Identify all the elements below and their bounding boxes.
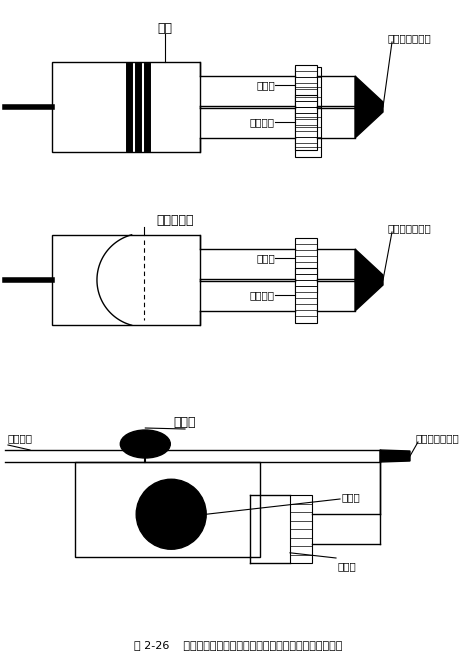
Text: 呼气口: 呼气口 [256,253,275,263]
Text: 呼气口: 呼气口 [338,561,357,571]
Text: 扬声器隔膜: 扬声器隔膜 [156,213,194,227]
Bar [75,462,260,557]
Text: 发动机: 发动机 [174,416,196,428]
Text: 图 2-26    高频震动器的三种方式：活塞泵、扬声器隔膜和旋转球: 图 2-26 高频震动器的三种方式：活塞泵、扬声器隔膜和旋转球 [134,640,342,650]
Bar [290,495,312,563]
Polygon shape [355,249,383,311]
Bar [295,237,317,293]
Bar [295,65,317,120]
Bar [52,62,200,152]
Bar [52,235,200,325]
Circle shape [136,479,206,549]
Polygon shape [380,450,410,462]
Bar [295,94,317,150]
Text: 呼气口: 呼气口 [256,80,275,90]
Text: 气管内导管接头: 气管内导管接头 [388,33,432,43]
Ellipse shape [120,430,170,458]
Text: 新鲜气源: 新鲜气源 [8,433,33,443]
Text: 新鲜气源: 新鲜气源 [250,290,275,300]
Bar [295,267,317,323]
Polygon shape [355,76,383,138]
Text: 新鲜气源: 新鲜气源 [250,117,275,127]
Bar [295,67,321,157]
Text: 气管内导管接头: 气管内导管接头 [388,223,432,233]
Text: 旋转球: 旋转球 [342,492,361,502]
Text: 气管内导管接头: 气管内导管接头 [415,433,459,443]
Text: 活塞: 活塞 [158,21,172,35]
